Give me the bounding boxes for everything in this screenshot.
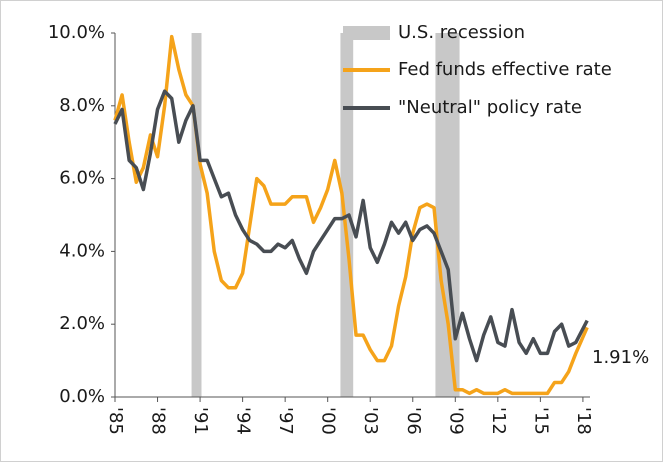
series-line	[113, 89, 589, 363]
x-tick-label: '15	[530, 407, 551, 435]
recession-band	[435, 33, 460, 397]
legend-swatch	[343, 26, 390, 40]
y-tick-label: 4.0%	[59, 240, 105, 261]
y-tick-label: 2.0%	[59, 313, 105, 334]
legend-label: Fed funds effective rate	[398, 59, 612, 80]
x-tick-label: '94	[233, 407, 254, 435]
legend-label: "Neutral" policy rate	[398, 97, 582, 118]
x-tick-label: '85	[105, 407, 126, 435]
y-tick-label: 10.0%	[48, 22, 105, 43]
x-tick-label: '03	[360, 407, 381, 435]
x-tick-label: '00	[318, 407, 339, 435]
x-tick-label: '12	[488, 407, 509, 435]
y-tick-label: 6.0%	[59, 168, 105, 189]
recession-band	[191, 33, 202, 397]
legend-label: U.S. recession	[398, 22, 525, 43]
y-tick-label: 8.0%	[59, 95, 105, 116]
x-tick-label: '18	[573, 407, 594, 435]
x-tick-label: '06	[403, 407, 424, 435]
x-tick-label: '91	[190, 407, 211, 435]
x-tick-label: '09	[445, 407, 466, 435]
x-tick-label: '97	[275, 407, 296, 435]
annotation: 1.91%	[592, 347, 649, 368]
y-tick-label: 0.0%	[59, 386, 105, 407]
x-tick-label: '88	[148, 407, 169, 435]
